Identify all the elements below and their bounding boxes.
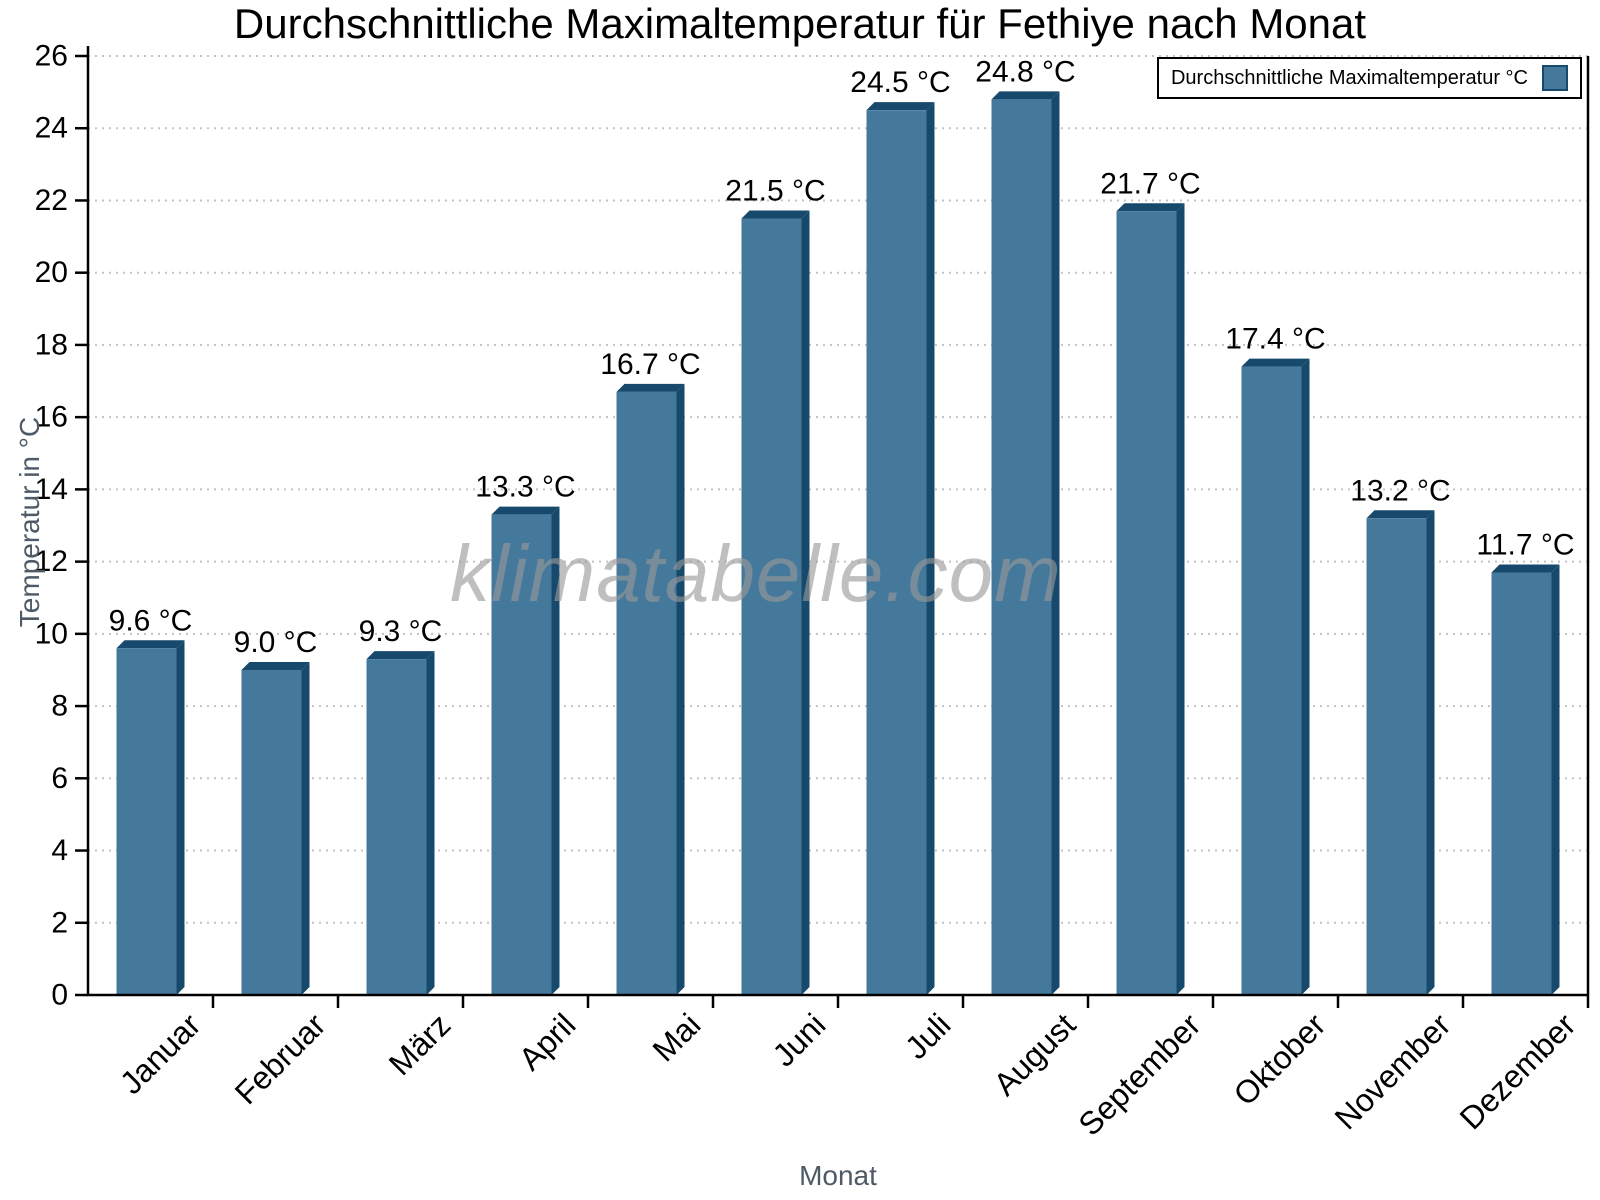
- bar-front-face: [366, 659, 427, 995]
- bar-front-face: [1241, 366, 1302, 996]
- bar-front-face: [616, 391, 677, 996]
- bar-front-face: [1491, 572, 1552, 995]
- y-tick-label: 14: [35, 473, 68, 506]
- bar-side-face: [801, 210, 810, 995]
- bar-juli: [866, 102, 935, 995]
- bar-september: [1116, 203, 1185, 996]
- x-tick-label: Oktober: [1227, 1006, 1333, 1112]
- bar-top-face: [1241, 358, 1310, 367]
- y-tick-label: 16: [35, 401, 68, 434]
- gridlines-layer: [88, 55, 1588, 924]
- y-tick-label: 24: [35, 112, 68, 145]
- bar-januar: [116, 640, 185, 995]
- bar-value-label: 11.7 °C: [1476, 528, 1574, 561]
- x-tick-label: November: [1328, 1006, 1458, 1136]
- bar-top-face: [491, 506, 560, 515]
- bar-value-label: 21.7 °C: [1100, 167, 1200, 200]
- bar-value-label: 24.8 °C: [975, 55, 1075, 88]
- bar-value-label: 9.6 °C: [109, 604, 193, 637]
- bar-value-label: 21.5 °C: [725, 175, 825, 208]
- x-tick-label: Juli: [898, 1006, 957, 1065]
- y-tick-label: 12: [35, 545, 68, 578]
- bar-front-face: [1116, 211, 1177, 996]
- bar-value-label: 9.3 °C: [359, 615, 443, 648]
- bar-side-face: [926, 102, 935, 995]
- y-tick-label: 10: [35, 617, 68, 650]
- x-tick-label: August: [987, 1006, 1083, 1102]
- bar-side-face: [176, 640, 185, 995]
- bar-side-face: [1301, 358, 1310, 996]
- bar-side-face: [551, 506, 560, 995]
- y-tick-label: 26: [35, 40, 68, 73]
- bar-value-label: 13.3 °C: [475, 471, 575, 504]
- bar-top-face: [1116, 203, 1185, 212]
- bar-top-face: [116, 640, 185, 649]
- bar-side-face: [1176, 203, 1185, 996]
- x-tick-label: März: [382, 1006, 458, 1082]
- x-tick-label: Januar: [113, 1006, 208, 1101]
- bar-side-face: [1551, 564, 1560, 995]
- bar-februar: [241, 661, 310, 995]
- bar-mai: [616, 383, 685, 996]
- bar-front-face: [491, 514, 552, 995]
- bar-april: [491, 506, 560, 995]
- axes-layer: [75, 46, 1590, 1008]
- bar-märz: [366, 651, 435, 995]
- bar-side-face: [1051, 91, 1060, 996]
- y-tick-label: 4: [51, 834, 68, 867]
- bar-oktober: [1241, 358, 1310, 996]
- bar-top-face: [991, 91, 1060, 100]
- bar-value-label: 9.0 °C: [234, 626, 318, 659]
- bar-value-label: 24.5 °C: [850, 66, 950, 99]
- y-tick-label: 6: [51, 762, 68, 795]
- bar-value-label: 17.4 °C: [1225, 323, 1325, 356]
- x-tick-label: Mai: [646, 1006, 708, 1068]
- bar-front-face: [1366, 518, 1427, 995]
- y-tick-label: 18: [35, 328, 68, 361]
- bar-november: [1366, 510, 1435, 995]
- bar-front-face: [116, 648, 177, 995]
- x-axis-title: Monat: [799, 1160, 877, 1191]
- bar-juni: [741, 210, 810, 995]
- bar-value-label: 13.2 °C: [1350, 474, 1450, 507]
- bar-top-face: [1491, 564, 1560, 573]
- bar-august: [991, 91, 1060, 996]
- bar-top-face: [1366, 510, 1435, 519]
- bar-side-face: [426, 651, 435, 995]
- bar-top-face: [241, 661, 310, 670]
- bars-layer: [116, 91, 1560, 996]
- bar-side-face: [676, 383, 685, 996]
- bar-value-label: 16.7 °C: [600, 348, 700, 381]
- y-tick-label: 0: [51, 979, 68, 1012]
- legend-swatch-icon: [1542, 65, 1568, 91]
- bar-top-face: [616, 383, 685, 392]
- bar-top-face: [866, 102, 935, 111]
- bar-top-face: [741, 210, 810, 219]
- legend-label: Durchschnittliche Maximaltemperatur °C: [1170, 66, 1528, 89]
- bar-front-face: [866, 110, 927, 995]
- x-tick-label: April: [512, 1006, 583, 1077]
- bar-front-face: [241, 669, 302, 995]
- x-tick-label: Februar: [228, 1006, 333, 1111]
- bar-side-face: [1426, 510, 1435, 995]
- chart-title: Durchschnittliche Maximaltemperatur für …: [233, 0, 1367, 47]
- x-tick-label: Dezember: [1453, 1006, 1583, 1136]
- y-tick-label: 2: [51, 906, 68, 939]
- y-tick-label: 22: [35, 184, 68, 217]
- legend: Durchschnittliche Maximaltemperatur °C: [1156, 57, 1582, 99]
- x-tick-label: September: [1071, 1006, 1207, 1142]
- y-tick-label: 8: [51, 690, 68, 723]
- bar-front-face: [991, 99, 1052, 996]
- bar-side-face: [301, 661, 310, 995]
- y-tick-label: 20: [35, 256, 68, 289]
- bar-front-face: [741, 218, 802, 995]
- bar-dezember: [1491, 564, 1560, 995]
- x-tick-label: Juni: [765, 1006, 832, 1073]
- y-axis-title: Temperatur in °C: [14, 416, 45, 628]
- bar-top-face: [366, 651, 435, 660]
